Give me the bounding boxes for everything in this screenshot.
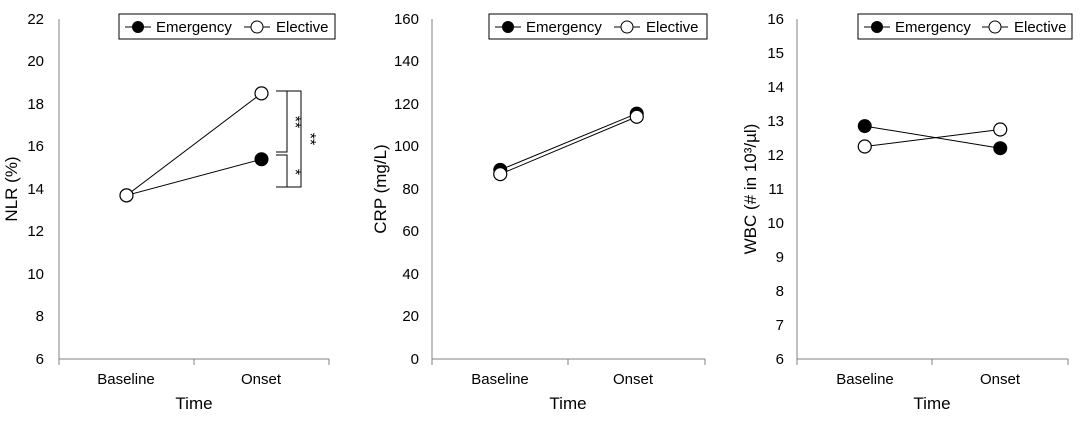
y-tick-label: 20 xyxy=(402,308,419,325)
point-emergency-onset xyxy=(254,152,269,167)
bracket-mid-to-emergency xyxy=(276,154,288,188)
y-tick-label: 14 xyxy=(767,79,784,96)
series-line-elective xyxy=(864,129,1001,147)
legend-label-emergency: Emergency xyxy=(526,19,602,36)
y-ticks: 6 7 8 9 10 11 12 13 14 15 16 xyxy=(767,11,784,368)
y-tick-label: 6 xyxy=(776,351,784,368)
legend-marker-emergency xyxy=(132,21,144,33)
legend-label-elective: Elective xyxy=(646,19,699,36)
y-tick-label: 7 xyxy=(776,317,784,334)
y-tick-label: 14 xyxy=(27,181,44,198)
series-line-elective xyxy=(126,92,262,196)
y-tick-label: 15 xyxy=(767,45,784,62)
y-tick-label: 22 xyxy=(27,11,44,28)
legend-label-emergency: Emergency xyxy=(156,19,232,36)
y-tick-label: 140 xyxy=(394,53,419,70)
significance-brackets: ** * ** xyxy=(276,90,318,188)
y-tick-label: 80 xyxy=(402,181,419,198)
significance-label: ** xyxy=(301,133,318,145)
legend-marker-elective xyxy=(250,20,264,34)
x-axis-title: Time xyxy=(913,394,950,413)
y-tick-label: 12 xyxy=(27,223,44,240)
y-tick-label: 12 xyxy=(767,147,784,164)
legend-box xyxy=(488,13,708,40)
y-tick-label: 13 xyxy=(767,113,784,130)
y-axis-title: CRP (mg/L) xyxy=(371,144,390,233)
x-axis-title: Time xyxy=(549,394,586,413)
point-emergency-onset xyxy=(993,141,1008,156)
y-tick-label: 60 xyxy=(402,223,419,240)
x-tick-label: Onset xyxy=(613,371,654,388)
series-line-emergency xyxy=(864,125,1001,149)
series-line-elective xyxy=(500,116,637,175)
y-tick-label: 11 xyxy=(768,181,784,198)
panel-nlr: 6 8 10 12 14 16 18 20 22 Baseline Onset … xyxy=(2,11,336,413)
legend-marker-emergency xyxy=(502,21,514,33)
y-tick-label: 16 xyxy=(767,11,784,28)
legend-label-elective: Elective xyxy=(1014,19,1067,36)
point-elective-baseline xyxy=(493,167,508,182)
significance-label: ** xyxy=(286,116,303,128)
significance-label: * xyxy=(286,169,303,175)
y-tick-label: 6 xyxy=(36,351,44,368)
y-tick-label: 8 xyxy=(776,283,784,300)
x-tick-label: Onset xyxy=(241,371,282,388)
series-line-emergency xyxy=(500,113,637,171)
y-tick-label: 9 xyxy=(776,249,784,266)
legend: Emergency Elective xyxy=(857,13,1073,40)
y-tick-label: 120 xyxy=(394,96,419,113)
legend-marker-elective xyxy=(620,20,634,34)
legend-box xyxy=(118,13,336,40)
legend-box xyxy=(857,13,1073,40)
point-elective-onset xyxy=(993,122,1008,137)
series-line-emergency xyxy=(126,158,262,196)
point-emergency-baseline xyxy=(857,119,872,134)
y-tick-label: 0 xyxy=(411,351,419,368)
y-tick-label: 40 xyxy=(402,266,419,283)
y-tick-label: 100 xyxy=(394,138,419,155)
y-tick-label: 10 xyxy=(767,215,784,232)
y-ticks: 6 8 10 12 14 16 18 20 22 xyxy=(27,11,44,368)
x-tick-label: Baseline xyxy=(471,371,529,388)
bracket-elective-to-emergency xyxy=(287,90,302,188)
x-tick-label: Baseline xyxy=(836,371,894,388)
y-tick-label: 160 xyxy=(394,11,419,28)
legend-label-emergency: Emergency xyxy=(895,19,971,36)
panel-wbc: 6 7 8 9 10 11 12 13 14 15 16 Baseline On… xyxy=(741,11,1073,413)
y-ticks: 0 20 40 60 80 100 120 140 160 xyxy=(394,11,419,368)
point-elective-onset xyxy=(629,109,644,124)
x-tick-label: Baseline xyxy=(97,371,155,388)
legend: Emergency Elective xyxy=(488,13,708,40)
y-axis-title: WBC (# in 10³/µl) xyxy=(741,124,760,255)
x-tick-label: Onset xyxy=(980,371,1021,388)
legend-marker-emergency xyxy=(871,21,883,33)
x-axis-title: Time xyxy=(175,394,212,413)
bracket-elective-to-mid xyxy=(276,90,288,153)
point-elective-baseline xyxy=(857,139,872,154)
point-elective-baseline xyxy=(119,188,134,203)
y-tick-label: 16 xyxy=(27,138,44,155)
y-tick-label: 10 xyxy=(27,266,44,283)
legend-marker-elective xyxy=(988,20,1002,34)
point-elective-onset xyxy=(254,86,269,101)
legend: Emergency Elective xyxy=(118,13,336,40)
y-tick-label: 8 xyxy=(36,308,44,325)
y-axis-title: NLR (%) xyxy=(2,156,21,221)
legend-label-elective: Elective xyxy=(276,19,329,36)
y-tick-label: 18 xyxy=(27,96,44,113)
y-tick-label: 20 xyxy=(27,53,44,70)
panel-crp: 0 20 40 60 80 100 120 140 160 Baseline O… xyxy=(371,11,708,413)
